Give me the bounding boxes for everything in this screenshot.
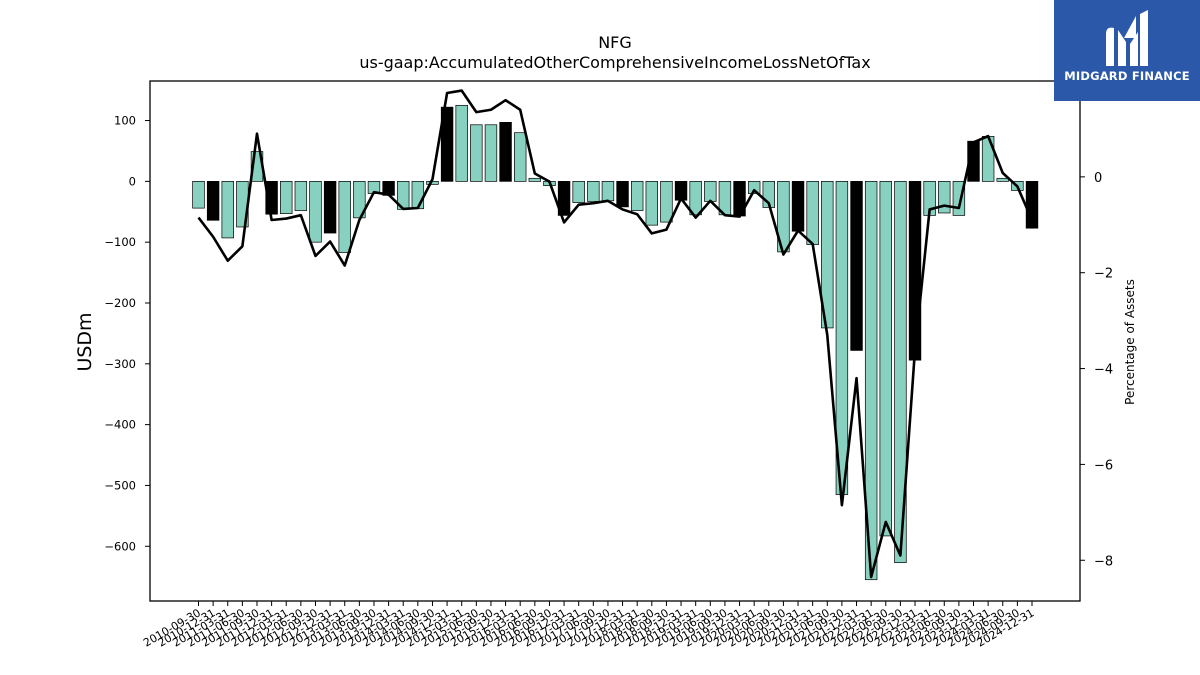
y-tick-label: −300 xyxy=(104,357,136,371)
bar-2021-12-31 xyxy=(850,181,863,351)
bar-2022-12-31 xyxy=(908,181,922,361)
brand-name: MIDGARD FINANCE xyxy=(1064,69,1190,83)
y2-tick-label: −4 xyxy=(1094,363,1113,378)
chart-title: NFG xyxy=(598,33,632,52)
y2-tick-label: −8 xyxy=(1094,554,1113,569)
bar-2012-12-31 xyxy=(323,181,337,234)
bar-2022-03-31 xyxy=(864,181,878,581)
plot-frame xyxy=(149,80,1081,602)
percentage-of-assets-line xyxy=(197,89,1034,579)
bar-2022-06-30 xyxy=(879,181,892,537)
bar-2017-03-31 xyxy=(572,181,585,203)
bar-2015-06-30 xyxy=(470,124,483,182)
bar-2015-03-31 xyxy=(455,104,468,182)
bar-2012-06-30 xyxy=(294,181,308,211)
bar-2020-03-31 xyxy=(747,181,761,194)
bar-2016-06-30 xyxy=(528,177,542,182)
bar-2023-06-30 xyxy=(938,181,951,214)
y-axis-label: USDm xyxy=(74,312,96,371)
y2-tick-label: −2 xyxy=(1094,267,1113,282)
bar-2014-06-30 xyxy=(411,181,425,210)
brand-logo: MIDGARD FINANCE xyxy=(1054,0,1200,101)
bar-2015-09-30 xyxy=(484,124,498,182)
bar-2022-09-30 xyxy=(894,181,907,564)
bar-2023-09-30 xyxy=(952,181,966,216)
y-tick-label: −600 xyxy=(104,539,136,553)
bar-2013-03-31 xyxy=(338,181,351,253)
y2-axis-label: Percentage of Assets xyxy=(1123,279,1137,405)
bar-2014-12-31 xyxy=(440,106,454,182)
bar-2012-03-31 xyxy=(280,181,293,214)
y-tick-label: −500 xyxy=(104,478,136,492)
bar-2021-03-31 xyxy=(806,181,819,245)
bar-2017-06-30 xyxy=(587,181,600,202)
bar-2016-12-31 xyxy=(557,181,571,216)
bar-2018-09-30 xyxy=(660,181,673,223)
axes-layer: 1000−100−200−300−400−500−6000−2−4−6−8201… xyxy=(104,80,1113,650)
bar-2019-03-31 xyxy=(689,181,702,216)
bar-2012-09-30 xyxy=(309,181,322,243)
y-tick-label: 100 xyxy=(114,114,136,128)
y2-tick-label: 0 xyxy=(1094,171,1102,186)
line-layer xyxy=(197,89,1034,579)
bar-2019-06-30 xyxy=(704,181,717,202)
bar-2024-06-30 xyxy=(996,177,1009,182)
y-tick-label: −200 xyxy=(104,296,136,310)
bar-2024-12-31 xyxy=(1025,181,1039,229)
bar-2018-06-30 xyxy=(645,181,659,226)
bar-2015-12-31 xyxy=(499,122,512,182)
chart-subtitle: us-gaap:AccumulatedOtherComprehensiveInc… xyxy=(359,53,870,72)
bar-2016-03-31 xyxy=(513,132,527,182)
y2-tick-label: −6 xyxy=(1094,458,1113,473)
bar-2010-09-30 xyxy=(192,181,205,209)
y-tick-label: −400 xyxy=(104,418,136,432)
bar-2018-03-31 xyxy=(630,181,644,211)
bar-2020-12-31 xyxy=(791,181,805,232)
bar-2010-12-31 xyxy=(206,181,220,221)
midgard-logo-icon xyxy=(1106,10,1148,67)
bar-2017-09-30 xyxy=(601,181,615,202)
bar-2017-12-31 xyxy=(616,181,629,208)
bars-layer xyxy=(192,104,1039,581)
bar-2011-03-31 xyxy=(221,181,234,239)
y-tick-label: −100 xyxy=(104,235,136,249)
y-tick-label: 0 xyxy=(129,174,136,188)
